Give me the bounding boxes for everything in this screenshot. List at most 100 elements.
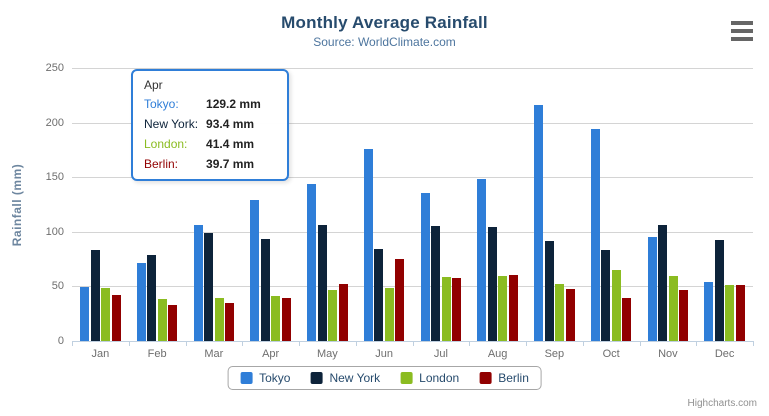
column-bar-tokyo-aug[interactable] bbox=[477, 178, 487, 341]
column-bar-new-york-mar[interactable] bbox=[204, 233, 214, 341]
tooltip-series-value: 39.7 mm bbox=[206, 157, 255, 171]
x-axis-label: Feb bbox=[147, 348, 167, 360]
column-bar-london-oct[interactable] bbox=[611, 269, 621, 341]
x-axis-tick bbox=[128, 341, 130, 346]
column-bar-new-york-oct[interactable] bbox=[601, 249, 611, 341]
column-bar-london-jun[interactable] bbox=[384, 288, 394, 341]
x-axis-tick bbox=[355, 341, 357, 346]
column-bar-berlin-jan[interactable] bbox=[111, 294, 121, 341]
hamburger-menu-icon bbox=[731, 21, 753, 25]
x-axis-label: Sep bbox=[544, 348, 565, 360]
column-bar-tokyo-jun[interactable] bbox=[363, 148, 373, 341]
column-bar-new-york-jul[interactable] bbox=[431, 226, 441, 341]
column-bar-berlin-apr[interactable] bbox=[281, 297, 291, 341]
tooltip-series-value: 41.4 mm bbox=[206, 137, 255, 151]
column-bar-berlin-sep[interactable] bbox=[565, 289, 575, 341]
column-bar-new-york-jan[interactable] bbox=[90, 249, 100, 341]
tooltip-series-label: Berlin: bbox=[144, 157, 179, 171]
x-axis-tick bbox=[72, 341, 73, 346]
legend-item-new-york[interactable]: New York bbox=[310, 371, 380, 385]
column-bar-tokyo-jan[interactable] bbox=[80, 286, 90, 341]
x-axis-label: Jun bbox=[375, 348, 393, 360]
column-bar-tokyo-dec[interactable] bbox=[704, 281, 714, 341]
column-bar-berlin-jul[interactable] bbox=[452, 278, 462, 341]
legend-item-tokyo[interactable]: Tokyo bbox=[240, 371, 290, 385]
legend-swatch-icon bbox=[479, 372, 492, 384]
legend-swatch-icon bbox=[310, 372, 323, 384]
column-bar-london-sep[interactable] bbox=[555, 283, 565, 341]
x-axis-tick bbox=[412, 341, 414, 346]
x-axis-tick bbox=[185, 341, 187, 346]
column-bar-tokyo-may[interactable] bbox=[307, 183, 317, 341]
legend-item-london[interactable]: London bbox=[400, 371, 459, 385]
credits-link[interactable]: Highcharts.com bbox=[687, 398, 757, 409]
column-bar-new-york-apr[interactable] bbox=[260, 239, 270, 341]
column-bar-tokyo-mar[interactable] bbox=[193, 224, 203, 341]
column-bar-berlin-dec[interactable] bbox=[735, 285, 745, 341]
chart-subtitle: Source: WorldClimate.com bbox=[313, 35, 456, 49]
hamburger-menu-icon bbox=[731, 37, 753, 41]
column-bar-london-mar[interactable] bbox=[214, 298, 224, 341]
y-axis-label: 100 bbox=[45, 225, 64, 238]
x-axis-label: Aug bbox=[487, 348, 508, 360]
column-bar-new-york-may[interactable] bbox=[317, 225, 327, 341]
tooltip-series-label: Tokyo: bbox=[144, 97, 179, 111]
x-axis-label: May bbox=[316, 348, 338, 360]
tooltip-rows: Tokyo: 129.2 mm New York: 93.4 mm London: 41.… bbox=[144, 97, 276, 171]
column-bar-london-may[interactable] bbox=[328, 289, 338, 341]
column-bar-new-york-sep[interactable] bbox=[544, 241, 554, 341]
tooltip-series-value: 129.2 mm bbox=[206, 97, 261, 111]
column-bar-tokyo-sep[interactable] bbox=[534, 104, 544, 341]
gridline bbox=[72, 231, 753, 233]
legend-item-berlin[interactable]: Berlin bbox=[479, 371, 529, 385]
column-bar-london-aug[interactable] bbox=[498, 275, 508, 341]
x-axis-tick bbox=[526, 341, 527, 346]
chart-title: Monthly Average Rainfall bbox=[281, 13, 488, 32]
y-axis-label: 0 bbox=[57, 335, 64, 347]
export-menu-button[interactable] bbox=[729, 19, 753, 43]
column-bar-berlin-oct[interactable] bbox=[622, 298, 632, 341]
column-bar-new-york-jun[interactable] bbox=[374, 248, 384, 341]
column-bar-tokyo-apr[interactable] bbox=[250, 199, 260, 341]
column-bar-berlin-jun[interactable] bbox=[395, 258, 405, 341]
column-bar-london-dec[interactable] bbox=[725, 285, 735, 341]
column-bar-new-york-aug[interactable] bbox=[487, 227, 497, 341]
column-bar-new-york-dec[interactable] bbox=[714, 240, 724, 341]
y-axis-label: 200 bbox=[45, 116, 64, 129]
x-axis-tick bbox=[469, 341, 471, 346]
y-axis-title: Rainfall (mm) bbox=[10, 163, 24, 247]
column-bar-berlin-feb[interactable] bbox=[168, 304, 178, 341]
column-bar-tokyo-nov[interactable] bbox=[647, 236, 657, 341]
x-axis-tick bbox=[639, 341, 641, 346]
column-bar-london-apr[interactable] bbox=[271, 295, 281, 341]
column-bar-berlin-nov[interactable] bbox=[679, 289, 689, 341]
y-axis-label: 50 bbox=[51, 280, 64, 293]
tooltip-series-label: London: bbox=[144, 137, 188, 151]
column-bar-new-york-nov[interactable] bbox=[658, 224, 668, 341]
legend-label: London bbox=[419, 371, 460, 385]
x-axis-label: Dec bbox=[714, 348, 735, 360]
legend: Tokyo New York London Berlin bbox=[227, 366, 542, 390]
legend-label: Berlin bbox=[498, 371, 529, 385]
column-bar-tokyo-jul[interactable] bbox=[420, 192, 430, 341]
column-bar-berlin-aug[interactable] bbox=[508, 275, 518, 341]
column-bar-london-nov[interactable] bbox=[668, 276, 678, 341]
column-bar-tokyo-feb[interactable] bbox=[136, 262, 146, 341]
x-axis-label: Oct bbox=[602, 348, 620, 360]
column-bar-london-feb[interactable] bbox=[157, 298, 167, 341]
column-bar-tokyo-oct[interactable] bbox=[590, 129, 600, 341]
gridline bbox=[72, 177, 753, 179]
column-bar-berlin-mar[interactable] bbox=[225, 303, 235, 341]
column-bar-london-jul[interactable] bbox=[441, 276, 451, 341]
x-axis-label: Mar bbox=[204, 348, 224, 360]
hamburger-menu-icon bbox=[731, 29, 753, 33]
y-axis-label: 150 bbox=[45, 171, 64, 184]
x-axis-tick bbox=[753, 341, 754, 346]
tooltip-series-label: New York: bbox=[144, 117, 199, 131]
column-bar-new-york-feb[interactable] bbox=[147, 254, 157, 341]
column-bar-london-jan[interactable] bbox=[101, 287, 111, 341]
legend-swatch-icon bbox=[400, 372, 413, 384]
column-bar-berlin-may[interactable] bbox=[338, 283, 348, 341]
x-axis-label: Apr bbox=[262, 348, 280, 360]
